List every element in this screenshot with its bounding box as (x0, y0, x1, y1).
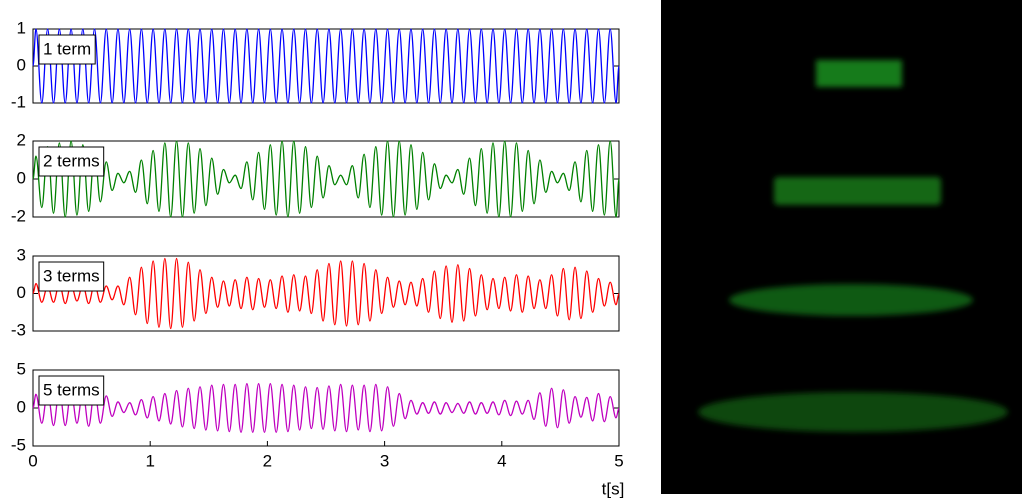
y-tick-label: 0 (17, 283, 26, 302)
y-tick-label: -1 (11, 92, 26, 111)
x-tick-label: 4 (497, 451, 506, 470)
y-tick-label: -2 (11, 206, 26, 225)
light-band (816, 60, 902, 87)
y-tick-label: 1 (17, 18, 26, 37)
x-tick-label: 3 (380, 451, 389, 470)
y-tick-label: 2 (17, 130, 26, 149)
light-band (774, 177, 941, 205)
y-tick-label: -5 (11, 435, 26, 454)
signal-line (32, 140, 620, 218)
label-box (38, 375, 105, 406)
signal-line (32, 28, 620, 104)
light-band (698, 392, 1008, 432)
signal-line (32, 257, 620, 330)
y-tick-label: 0 (17, 397, 26, 416)
y-tick-label: 3 (17, 245, 26, 264)
x-tick-label: 1 (145, 451, 154, 470)
light-band (729, 284, 973, 316)
series-label: 3 terms (43, 266, 100, 285)
label-box (38, 261, 105, 292)
x-tick-label: 5 (614, 451, 623, 470)
x-axis-label: t[s] (602, 479, 625, 498)
series-label: 5 terms (43, 380, 100, 399)
signal-line (32, 383, 620, 433)
label-box (38, 34, 96, 65)
x-tick-label: 0 (28, 451, 37, 470)
label-box (38, 146, 105, 177)
y-tick-label: -3 (11, 320, 26, 339)
series-label: 1 term (43, 39, 91, 58)
series-label: 2 terms (43, 151, 100, 170)
photo (661, 0, 1022, 494)
y-tick-label: 0 (17, 55, 26, 74)
y-tick-label: 0 (17, 168, 26, 187)
y-tick-label: 5 (17, 359, 26, 378)
x-tick-label: 2 (263, 451, 272, 470)
